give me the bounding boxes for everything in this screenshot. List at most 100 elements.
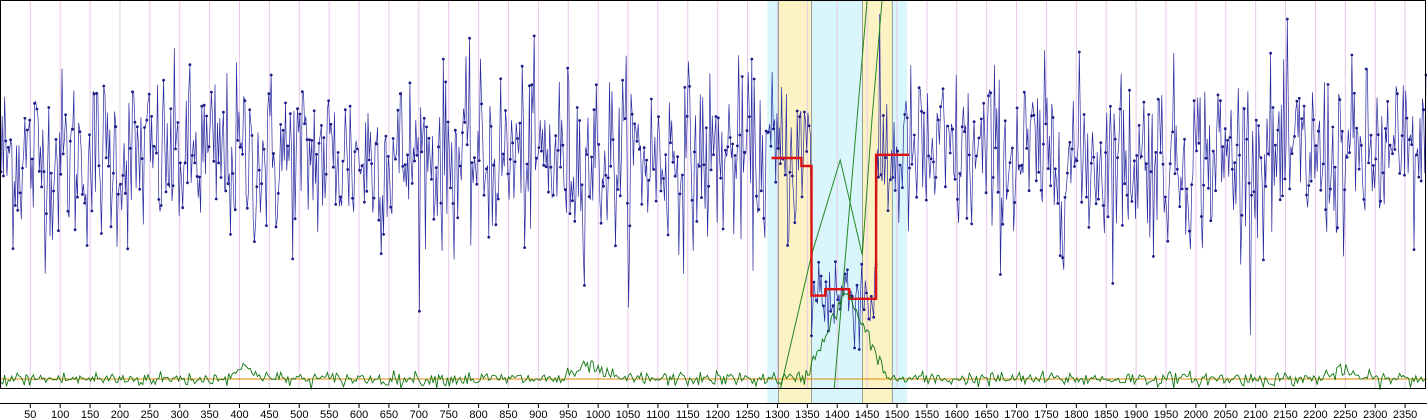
data-point — [1290, 152, 1294, 156]
data-point — [1257, 124, 1260, 127]
data-point — [1008, 161, 1012, 165]
data-point — [1044, 122, 1048, 126]
data-point — [475, 182, 479, 186]
data-point — [107, 164, 110, 168]
data-point — [793, 221, 797, 225]
data-point — [348, 104, 352, 108]
data-point — [1192, 99, 1196, 103]
data-point — [363, 200, 366, 204]
data-point — [946, 124, 950, 128]
data-point — [66, 209, 70, 213]
data-point — [2, 174, 5, 178]
data-point — [269, 73, 273, 77]
data-point — [566, 66, 570, 70]
data-point — [865, 291, 868, 295]
data-point — [917, 86, 921, 89]
tick-label-800: 800 — [469, 409, 487, 420]
data-point — [434, 166, 438, 170]
model-curve-line — [779, 0, 883, 390]
data-point — [451, 202, 455, 205]
data-point — [241, 152, 244, 156]
data-point — [944, 185, 947, 189]
data-point — [1027, 189, 1031, 193]
data-point — [920, 109, 923, 113]
data-point — [1020, 163, 1024, 167]
data-point — [597, 143, 601, 146]
data-point — [1276, 128, 1280, 132]
data-point — [1307, 184, 1311, 187]
data-point — [1156, 97, 1160, 101]
data-point — [886, 209, 890, 213]
data-point — [640, 202, 644, 206]
data-point — [398, 92, 402, 96]
data-point — [253, 240, 256, 244]
data-point — [1398, 172, 1402, 175]
data-point — [119, 182, 122, 186]
data-point — [1281, 194, 1284, 198]
tick-label-250: 250 — [141, 409, 159, 420]
data-point — [90, 209, 94, 213]
data-point — [262, 147, 266, 151]
tick-label-1150: 1150 — [676, 409, 700, 420]
tick-label-2150: 2150 — [1273, 409, 1297, 420]
tick-label-1700: 1700 — [1004, 409, 1028, 420]
data-point — [1085, 195, 1088, 199]
data-point — [982, 101, 986, 105]
data-point — [948, 151, 952, 155]
data-point — [1266, 152, 1270, 156]
data-point — [953, 177, 957, 181]
data-point — [1204, 156, 1208, 160]
data-point — [339, 195, 342, 199]
data-point — [68, 139, 72, 143]
data-point — [293, 217, 297, 221]
data-point — [181, 206, 185, 210]
data-point — [492, 163, 495, 167]
data-point — [100, 232, 103, 235]
data-point — [824, 280, 828, 284]
data-point — [575, 106, 579, 109]
data-point — [800, 195, 804, 199]
tick-label-2000: 2000 — [1184, 409, 1208, 420]
data-point — [571, 199, 574, 203]
data-point — [377, 218, 381, 222]
data-point — [312, 109, 316, 113]
data-point — [167, 183, 170, 186]
data-point — [477, 159, 481, 163]
data-point — [877, 175, 880, 179]
tick-label-1400: 1400 — [825, 409, 849, 420]
data-point — [1395, 92, 1399, 96]
data-point — [248, 108, 252, 112]
data-point — [1233, 161, 1237, 165]
data-point — [485, 167, 488, 171]
data-point — [707, 184, 711, 188]
data-point — [85, 244, 89, 247]
data-point — [133, 120, 137, 124]
data-point — [418, 309, 421, 313]
data-point — [329, 122, 333, 126]
data-point — [1113, 137, 1117, 141]
data-point — [1006, 189, 1009, 193]
data-point — [757, 208, 761, 211]
data-point — [1180, 187, 1184, 191]
data-point — [1312, 118, 1315, 122]
data-point — [657, 115, 660, 119]
data-point — [92, 92, 96, 96]
data-point — [659, 189, 663, 193]
data-point — [542, 163, 546, 167]
data-point — [1415, 153, 1418, 157]
data-point — [147, 92, 151, 96]
data-point — [1283, 177, 1287, 181]
data-point — [49, 171, 53, 175]
data-point — [829, 309, 833, 313]
data-point — [1223, 127, 1227, 131]
data-point — [1013, 201, 1017, 204]
data-point — [489, 125, 493, 128]
data-point — [1168, 162, 1172, 166]
data-point — [719, 176, 723, 180]
data-point — [214, 197, 218, 201]
data-point — [415, 153, 419, 157]
data-point — [1400, 134, 1404, 138]
data-point — [862, 308, 866, 312]
data-point — [276, 192, 280, 195]
data-point — [1001, 222, 1005, 226]
